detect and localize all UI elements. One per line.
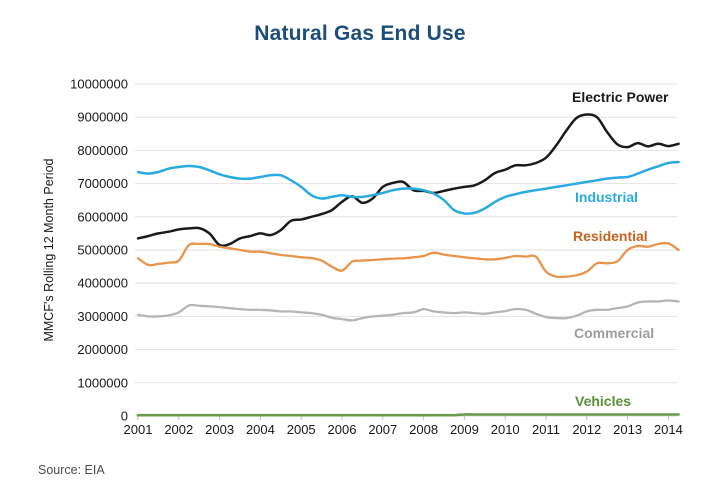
x-tick-label: 2002 bbox=[164, 422, 193, 437]
y-tick-label: 7000000 bbox=[77, 176, 128, 191]
x-tick-label: 2005 bbox=[287, 422, 316, 437]
y-tick-label: 8000000 bbox=[77, 143, 128, 158]
x-tick-label: 2014 bbox=[654, 422, 683, 437]
y-tick-label: 10000000 bbox=[70, 77, 128, 92]
series-label-commercial: Commercial bbox=[574, 325, 655, 341]
chart-title: Natural Gas End Use bbox=[254, 22, 466, 45]
series-line-commercial bbox=[136, 299, 680, 322]
x-tick-label: 2010 bbox=[491, 422, 520, 437]
x-tick-label: 2007 bbox=[368, 422, 397, 437]
series-line-vehicles bbox=[136, 413, 680, 417]
x-tick-label: 2008 bbox=[409, 422, 438, 437]
y-tick-label: 9000000 bbox=[77, 110, 128, 125]
y-tick-label: 1000000 bbox=[77, 375, 128, 390]
y-tick-label: 6000000 bbox=[77, 209, 128, 224]
series-label-vehicles: Vehicles bbox=[575, 393, 632, 409]
x-tick-label: 2001 bbox=[124, 422, 153, 437]
series-label-industrial: Industrial bbox=[575, 189, 639, 205]
series-line-electric-power bbox=[136, 113, 680, 248]
x-tick-label: 2003 bbox=[205, 422, 234, 437]
y-tick-label: 3000000 bbox=[77, 309, 128, 324]
series-line-industrial bbox=[136, 160, 680, 215]
y-tick-label: 5000000 bbox=[77, 243, 128, 258]
x-tick-label: 2012 bbox=[572, 422, 601, 437]
y-tick-label: 0 bbox=[121, 409, 128, 424]
series-line-residential bbox=[136, 241, 680, 279]
source-note: Source: EIA bbox=[38, 463, 105, 477]
x-tick-label: 2004 bbox=[246, 422, 275, 437]
x-tick-label: 2013 bbox=[613, 422, 642, 437]
series-label-residential: Residential bbox=[573, 228, 648, 244]
y-tick-label: 2000000 bbox=[77, 342, 128, 357]
x-tick-label: 2006 bbox=[328, 422, 357, 437]
series-label-electric-power: Electric Power bbox=[572, 89, 669, 105]
y-tick-label: 4000000 bbox=[77, 276, 128, 291]
x-tick-label: 2009 bbox=[450, 422, 479, 437]
x-tick-label: 2011 bbox=[532, 422, 560, 437]
